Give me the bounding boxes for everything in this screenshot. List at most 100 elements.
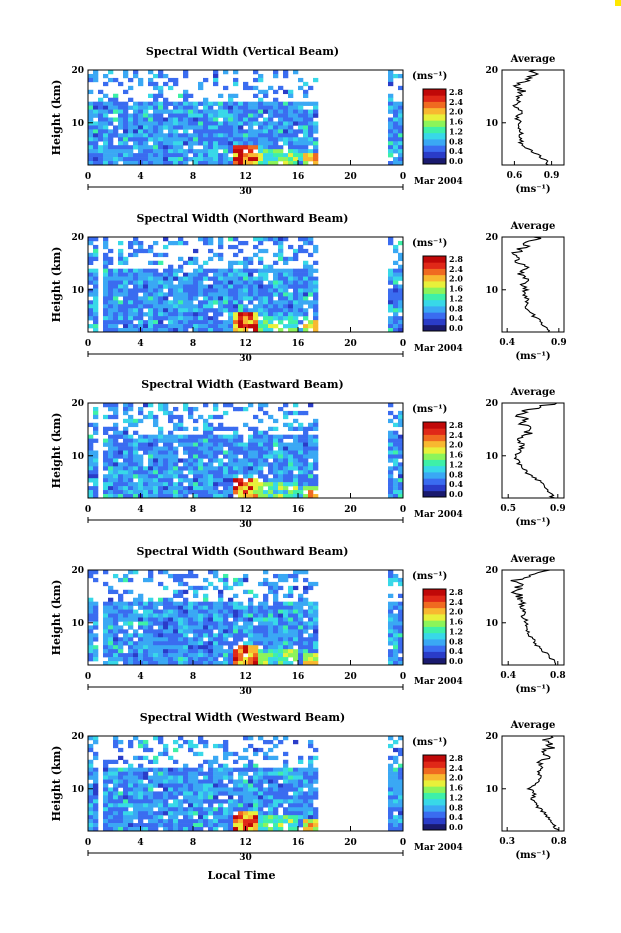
heatmap-cell (103, 308, 109, 313)
heatmap-cell (203, 418, 209, 424)
heatmap-cell (178, 466, 184, 471)
heatmap-cell (278, 320, 284, 325)
heatmap-cell (193, 109, 199, 114)
heatmap-cell (183, 89, 189, 95)
heatmap-cell (398, 272, 404, 277)
heatmap-cell (183, 478, 189, 483)
heatmap-cell (113, 403, 119, 408)
average-unit-label: (ms⁻¹) (515, 684, 550, 695)
heatmap-cell (153, 755, 159, 761)
heatmap-cell (138, 795, 144, 800)
heatmap-cell (243, 605, 249, 610)
heatmap-cell (283, 601, 289, 606)
heatmap-cell (243, 145, 249, 150)
heatmap-cell (133, 446, 139, 451)
heatmap-cell (108, 645, 114, 650)
heatmap-cell (313, 601, 319, 606)
heatmap-cell (218, 442, 224, 447)
heatmap-cell (128, 320, 134, 325)
heatmap-cell (203, 759, 209, 765)
heatmap-cell (243, 292, 249, 297)
heatmap-cell (103, 125, 109, 130)
heatmap-cell (148, 113, 154, 118)
heatmap-cell (233, 815, 239, 820)
heatmap-cell (153, 736, 159, 741)
heatmap-cell (188, 573, 194, 579)
colorbar-tick-label: 1.2 (449, 626, 463, 636)
heatmap-cell (118, 482, 124, 487)
heatmap-cell (128, 787, 134, 792)
heatmap-cell (163, 605, 169, 610)
heatmap-cell (233, 577, 239, 583)
heatmap-cell (168, 240, 174, 246)
heatmap-cell (163, 296, 169, 301)
heatmap-cell (113, 466, 119, 471)
heatmap-cell (133, 145, 139, 150)
heatmap-cell (263, 284, 269, 289)
heatmap-cell (143, 641, 149, 646)
heatmap-cell (158, 617, 164, 622)
heatmap-cell (158, 288, 164, 293)
heatmap-cell (263, 121, 269, 126)
heatmap-cell (208, 450, 214, 455)
heatmap-cell (233, 101, 239, 106)
heatmap-cell (253, 129, 259, 134)
heatmap-cell (148, 490, 154, 495)
colorbar-tick-label: 0.0 (449, 156, 463, 166)
heatmap-cell (178, 470, 184, 475)
heatmap-cell (193, 133, 199, 138)
heatmap-cell (153, 414, 159, 420)
heatmap-cell (293, 268, 299, 273)
heatmap-cell (263, 657, 269, 662)
heatmap-cell (188, 823, 194, 828)
heatmap-cell (193, 434, 199, 439)
heatmap-cell (183, 474, 189, 479)
heatmap-cell (223, 308, 229, 313)
heatmap-cell (198, 474, 204, 479)
heatmap-cell (243, 791, 249, 796)
heatmap-cell (108, 601, 114, 606)
heatmap-cell (218, 653, 224, 658)
heatmap-cell (258, 153, 264, 158)
heatmap-cell (148, 570, 154, 575)
heatmap-cell (268, 795, 274, 800)
heatmap-cell (223, 296, 229, 301)
heatmap-cell (118, 454, 124, 459)
heatmap-cell (303, 260, 309, 266)
heatmap-cell (93, 422, 99, 428)
heatmap-cell (153, 823, 159, 828)
heatmap-cell (243, 137, 249, 142)
heatmap-cell (173, 811, 179, 816)
heatmap-cell (123, 113, 129, 118)
average-y-tick-label: 10 (485, 785, 498, 795)
heatmap-cell (133, 101, 139, 106)
heatmap-cell (223, 474, 229, 479)
heatmap-cell (313, 795, 319, 800)
heatmap-cell (398, 316, 404, 321)
heatmap-cell (88, 645, 94, 650)
heatmap-cell (303, 121, 309, 126)
heatmap-cell (283, 637, 289, 642)
heatmap-cell (288, 149, 294, 154)
heatmap-cell (163, 316, 169, 321)
heatmap-cell (88, 767, 94, 772)
heatmap-cell (113, 811, 119, 816)
heatmap-cell (113, 426, 119, 432)
heatmap-cell (203, 237, 209, 242)
heatmap-cell (128, 601, 134, 606)
heatmap-cell (183, 799, 189, 804)
heatmap-cell (128, 268, 134, 273)
heatmap-cell (273, 137, 279, 142)
heatmap-cell (223, 811, 229, 816)
heatmap-cell (213, 450, 219, 455)
heatmap-cell (243, 763, 249, 768)
heatmap-cell (233, 284, 239, 289)
heatmap-cell (303, 482, 309, 487)
heatmap-cell (178, 300, 184, 305)
heatmap-cell (208, 466, 214, 471)
heatmap-cell (288, 589, 294, 595)
heatmap-cell (103, 101, 109, 106)
date-label: Mar 2004 (414, 843, 463, 853)
heatmap-cell (188, 787, 194, 792)
heatmap-cell (113, 823, 119, 828)
